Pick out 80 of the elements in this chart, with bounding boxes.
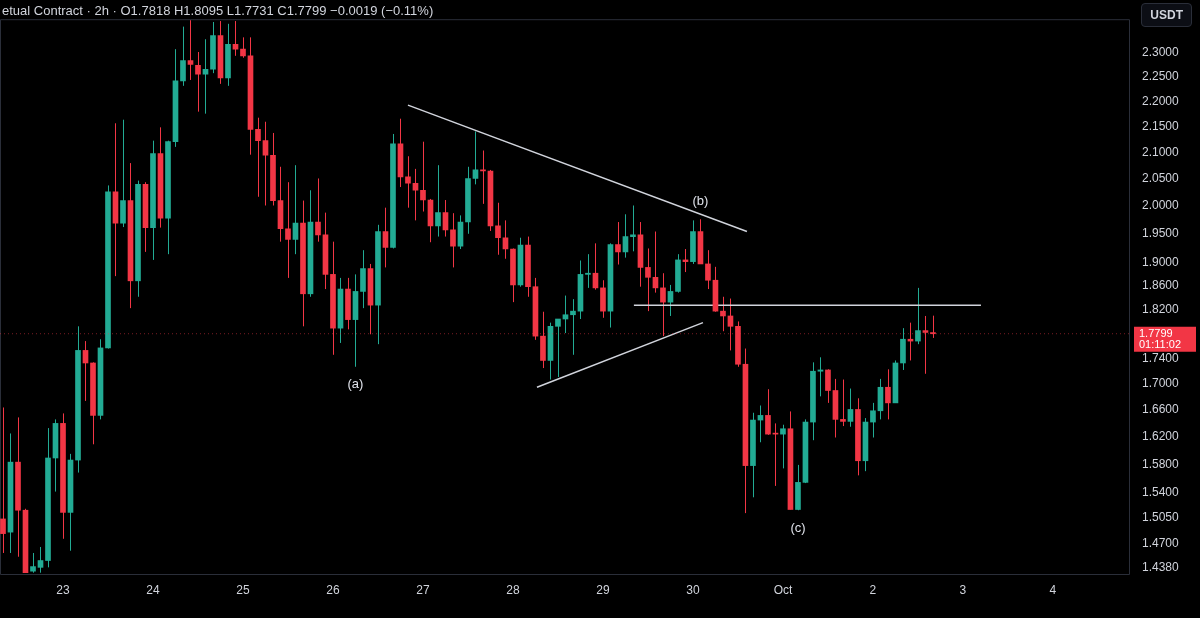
candlestick	[180, 26, 186, 87]
annotation: (b)	[692, 192, 709, 208]
candlestick	[570, 298, 576, 356]
x-tick-label: 28	[506, 582, 520, 597]
x-tick-label: 24	[146, 582, 160, 597]
candlestick	[915, 287, 921, 345]
candlestick	[360, 249, 366, 309]
y-tick-label: 1.7400	[1142, 350, 1180, 365]
candlestick	[780, 424, 786, 469]
candlestick	[847, 388, 854, 428]
candlestick	[615, 221, 621, 266]
candlestick	[420, 141, 426, 213]
candlestick	[382, 207, 389, 268]
annotation: (c)	[790, 519, 806, 535]
y-axis-title: USDT	[1141, 3, 1192, 27]
chart-title: etual Contract · 2h · O1.7818 H1.8095 L1.7731 C1.7799 −0.0019 (−0.11%)	[2, 3, 434, 18]
candlestick	[630, 204, 636, 252]
candlestick	[30, 552, 36, 574]
annotation: (a)	[347, 376, 364, 392]
candlestick	[120, 119, 126, 228]
candlestick	[870, 402, 876, 439]
candlestick	[645, 247, 651, 312]
y-tick-label: 1.4380	[1142, 559, 1180, 574]
text: 01:11:02	[1139, 337, 1182, 350]
candlestick	[0, 406, 6, 554]
x-tick-label: 2	[869, 582, 877, 597]
y-tick-label: 1.6600	[1142, 402, 1180, 417]
y-tick-label: 1.5050	[1142, 509, 1180, 524]
y-tick-label: 1.9500	[1142, 226, 1180, 241]
candlestick	[240, 36, 246, 59]
x-tick-label: 26	[326, 582, 340, 597]
x-tick-label: Oct	[773, 582, 793, 597]
y-tick-label: 1.9000	[1142, 254, 1180, 269]
candlestick	[450, 212, 456, 268]
candlestick	[600, 279, 606, 319]
candlestick	[825, 368, 831, 404]
candlestick	[885, 368, 891, 420]
candlestick	[285, 181, 291, 279]
y-tick-label: 2.1500	[1142, 119, 1180, 134]
y-tick-label: 2.0000	[1142, 198, 1180, 213]
x-tick-label: 27	[416, 582, 430, 597]
candlestick	[315, 177, 321, 243]
y-tick-label: 2.1000	[1142, 144, 1180, 159]
candlestick	[195, 51, 201, 113]
y-tick-label: 1.5800	[1142, 456, 1180, 471]
candlestick	[720, 296, 726, 332]
candlestick	[187, 19, 194, 81]
candlestick	[405, 155, 411, 209]
candlestick	[922, 315, 929, 375]
x-tick-label: 23	[56, 582, 70, 597]
x-tick-label: 30	[686, 582, 700, 597]
y-tick-label: 1.5400	[1142, 484, 1180, 499]
y-tick-label: 1.6200	[1142, 429, 1180, 444]
y-tick-label: 1.8600	[1142, 277, 1180, 292]
y-tick-label: 1.7000	[1142, 376, 1180, 391]
y-tick-label: 2.2500	[1142, 69, 1180, 84]
candlestick	[817, 356, 824, 397]
y-tick-label: 1.8200	[1142, 301, 1180, 316]
y-tick-label: 2.3000	[1142, 45, 1180, 60]
candlestick	[840, 379, 846, 427]
candlestick	[765, 388, 771, 436]
y-tick-label: 2.2000	[1142, 93, 1180, 108]
candlestick	[930, 315, 936, 339]
x-tick-label: 4	[1049, 582, 1057, 597]
x-tick-label: 3	[959, 582, 967, 597]
y-tick-label: 1.4700	[1142, 535, 1180, 550]
candlestick	[262, 121, 269, 206]
x-tick-label: 25	[236, 582, 250, 597]
candlestick	[660, 272, 666, 337]
candlestick	[705, 249, 711, 290]
x-tick-label: 29	[596, 582, 610, 597]
candlestick	[585, 253, 591, 289]
candlestick	[555, 318, 561, 378]
candlestick	[495, 202, 501, 256]
candlestick	[37, 546, 44, 574]
candlestick	[435, 164, 441, 238]
candlestick	[412, 168, 419, 221]
candlestick	[255, 117, 261, 198]
ref-line-label: 1.7799	[1139, 326, 1173, 339]
y-tick-label: 2.0500	[1142, 171, 1180, 186]
